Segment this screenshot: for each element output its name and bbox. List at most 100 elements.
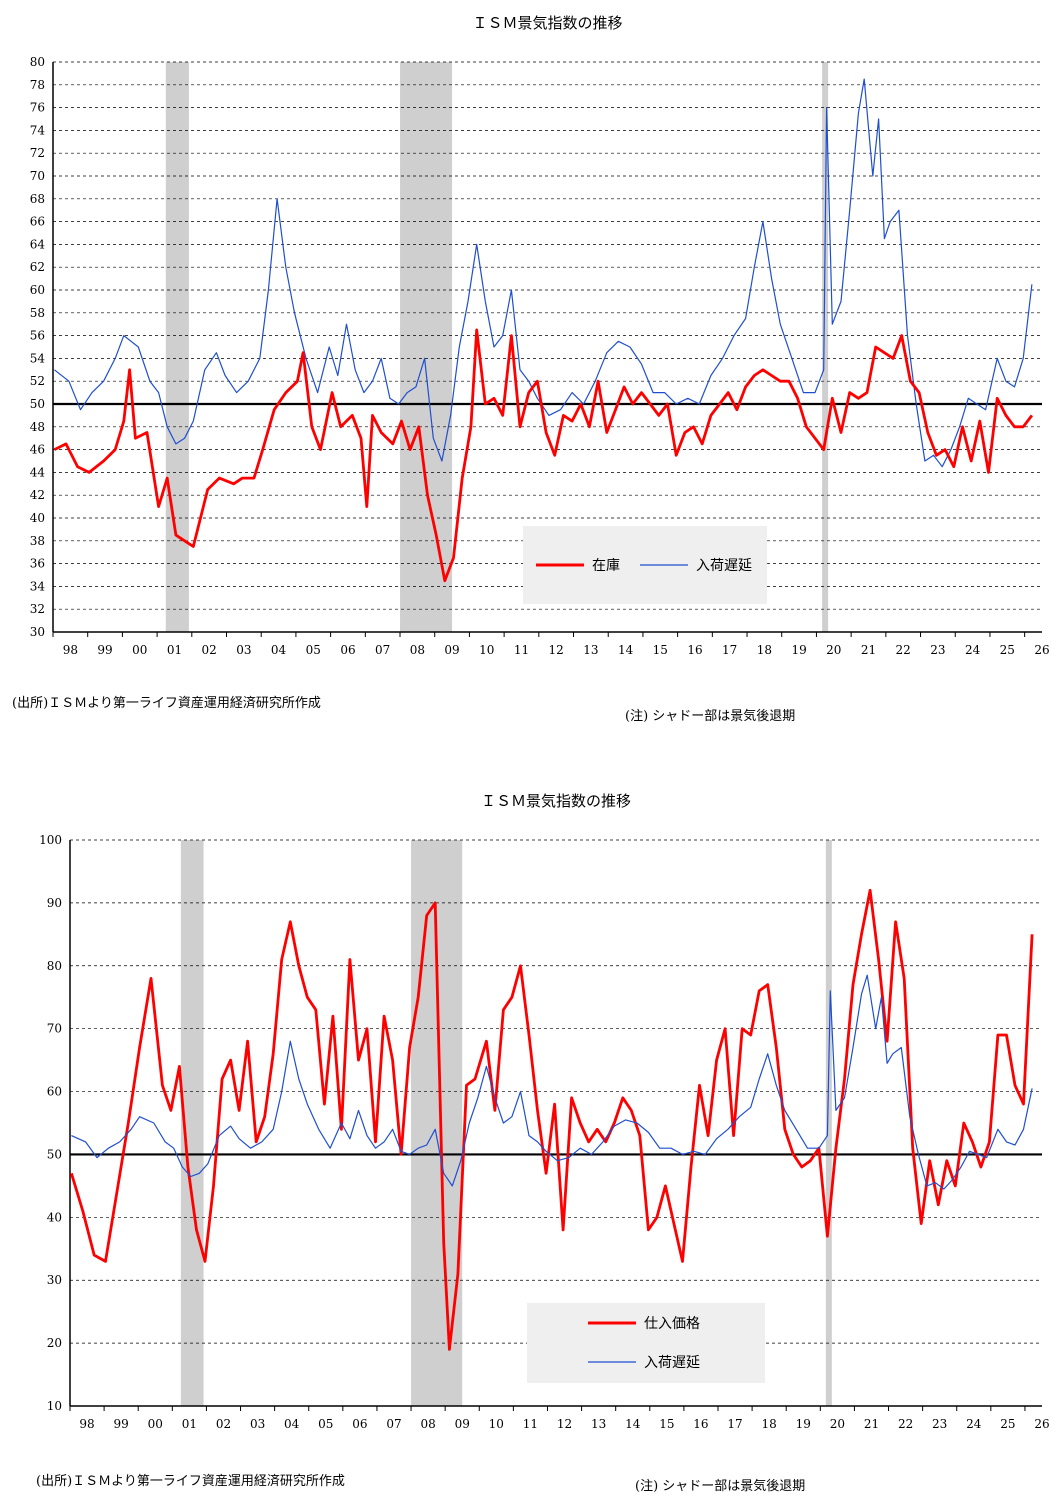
y-tick-label: 40 bbox=[30, 511, 45, 525]
x-tick-label: 12 bbox=[557, 1417, 572, 1431]
x-tick-label: 13 bbox=[591, 1417, 606, 1431]
x-tick-label: 11 bbox=[514, 643, 529, 657]
x-tick-label: 26 bbox=[1034, 1417, 1049, 1431]
chart-inventory-supplier-deliveries: ＩＳＭ景気指数の推移 30 32 34 36 38 40 42 44 46 48 50 52 54 56 58… bbox=[30, 14, 1050, 657]
x-tick-label: 25 bbox=[1000, 1417, 1015, 1431]
x-tick-label: 98 bbox=[63, 643, 78, 657]
x-tick-label: 14 bbox=[618, 643, 634, 657]
x-tick-label: 24 bbox=[966, 1417, 982, 1431]
y-tick-label: 78 bbox=[30, 78, 45, 92]
y-tick-label: 74 bbox=[30, 123, 46, 137]
y-tick-label: 20 bbox=[47, 1336, 62, 1350]
x-tick-label: 16 bbox=[693, 1417, 708, 1431]
y-tick-label: 56 bbox=[30, 329, 45, 343]
x-tick-label: 01 bbox=[167, 643, 182, 657]
y-tick-label: 62 bbox=[30, 260, 45, 274]
y-tick-label: 30 bbox=[47, 1273, 62, 1287]
y-tick-label: 76 bbox=[30, 101, 45, 115]
x-tick-label: 98 bbox=[79, 1417, 94, 1431]
y-tick-label: 48 bbox=[30, 420, 45, 434]
y-tick-label: 58 bbox=[30, 306, 45, 320]
y-tick-label: 44 bbox=[30, 465, 46, 479]
y-tick-label: 90 bbox=[47, 896, 62, 910]
x-tick-label: 12 bbox=[549, 643, 564, 657]
x-tick-label: 18 bbox=[762, 1417, 777, 1431]
recession-band-1 bbox=[400, 62, 453, 632]
x-tick-label: 10 bbox=[479, 643, 494, 657]
source-note-2: (出所)ＩＳＭより第一ライフ資産運用経済研究所作成 bbox=[36, 1474, 345, 1489]
x-tick-label: 21 bbox=[864, 1417, 879, 1431]
x-tick-label: 19 bbox=[791, 643, 806, 657]
x-tick-label: 01 bbox=[182, 1417, 197, 1431]
y-tick-label: 34 bbox=[30, 579, 46, 593]
y-tick-label: 50 bbox=[30, 397, 45, 411]
series-line-0 bbox=[53, 328, 1034, 583]
chart-title: ＩＳＭ景気指数の推移 bbox=[481, 792, 631, 810]
y-tick-label: 30 bbox=[30, 625, 45, 639]
chart-title: ＩＳＭ景気指数の推移 bbox=[472, 14, 622, 32]
recession-band-2 bbox=[822, 62, 829, 632]
x-tick-label: 20 bbox=[830, 1417, 845, 1431]
series-line-1 bbox=[54, 78, 1033, 468]
x-tick-label: 23 bbox=[930, 643, 945, 657]
x-tick-label: 21 bbox=[861, 643, 876, 657]
x-tick-label: 03 bbox=[250, 1417, 265, 1431]
x-tick-label: 05 bbox=[306, 643, 321, 657]
x-tick-label: 25 bbox=[1000, 643, 1015, 657]
y-tick-label: 36 bbox=[30, 557, 45, 571]
x-tick-label: 02 bbox=[216, 1417, 231, 1431]
x-tick-label: 14 bbox=[625, 1417, 641, 1431]
x-tick-label: 07 bbox=[386, 1417, 401, 1431]
x-tick-label: 23 bbox=[932, 1417, 947, 1431]
x-tick-label: 00 bbox=[132, 643, 147, 657]
x-tick-label: 22 bbox=[896, 643, 911, 657]
x-tick-label: 07 bbox=[375, 643, 390, 657]
x-tick-label: 17 bbox=[727, 1417, 742, 1431]
y-tick-label: 38 bbox=[30, 534, 45, 548]
x-tick-label: 20 bbox=[826, 643, 841, 657]
x-tick-label: 24 bbox=[965, 643, 981, 657]
legend-label-1: 入荷遅延 bbox=[696, 558, 752, 574]
y-tick-label: 10 bbox=[47, 1399, 62, 1413]
shadow-note-2: (注) シャドー部は景気後退期 bbox=[635, 1479, 806, 1494]
source-note-1: (出所)ＩＳＭより第一ライフ資産運用経済研究所作成 bbox=[12, 696, 321, 711]
x-tick-label: 19 bbox=[796, 1417, 811, 1431]
x-tick-label: 18 bbox=[757, 643, 772, 657]
series-line-0 bbox=[70, 888, 1034, 1351]
x-tick-label: 03 bbox=[236, 643, 251, 657]
x-tick-label: 05 bbox=[318, 1417, 333, 1431]
x-tick-label: 16 bbox=[687, 643, 702, 657]
x-tick-label: 22 bbox=[898, 1417, 913, 1431]
x-tick-label: 00 bbox=[148, 1417, 163, 1431]
y-tick-label: 68 bbox=[30, 192, 45, 206]
x-tick-label: 17 bbox=[722, 643, 737, 657]
y-tick-label: 70 bbox=[30, 169, 45, 183]
x-tick-label: 02 bbox=[202, 643, 217, 657]
x-tick-label: 09 bbox=[444, 643, 459, 657]
y-tick-label: 70 bbox=[47, 1022, 62, 1036]
y-tick-label: 42 bbox=[30, 488, 45, 502]
x-tick-label: 15 bbox=[659, 1417, 674, 1431]
recession-band-0 bbox=[180, 840, 204, 1406]
x-tick-label: 09 bbox=[455, 1417, 470, 1431]
x-tick-label: 04 bbox=[271, 643, 287, 657]
x-tick-label: 15 bbox=[653, 643, 668, 657]
y-tick-label: 52 bbox=[30, 374, 45, 388]
x-tick-label: 06 bbox=[340, 643, 355, 657]
legend-label-0: 在庫 bbox=[592, 557, 620, 574]
y-tick-label: 54 bbox=[30, 351, 46, 365]
x-tick-label: 99 bbox=[97, 643, 112, 657]
y-tick-label: 50 bbox=[47, 1147, 62, 1161]
x-tick-label: 04 bbox=[284, 1417, 300, 1431]
y-tick-label: 66 bbox=[30, 215, 45, 229]
legend-label-1: 入荷遅延 bbox=[644, 1355, 700, 1371]
y-tick-label: 60 bbox=[47, 1085, 62, 1099]
y-tick-label: 32 bbox=[30, 602, 45, 616]
y-tick-label: 46 bbox=[30, 443, 45, 457]
y-tick-label: 72 bbox=[30, 146, 45, 160]
x-tick-label: 06 bbox=[352, 1417, 367, 1431]
recession-band-0 bbox=[165, 62, 189, 632]
recession-band-2 bbox=[825, 840, 832, 1406]
x-tick-label: 10 bbox=[489, 1417, 504, 1431]
y-tick-label: 80 bbox=[47, 959, 62, 973]
